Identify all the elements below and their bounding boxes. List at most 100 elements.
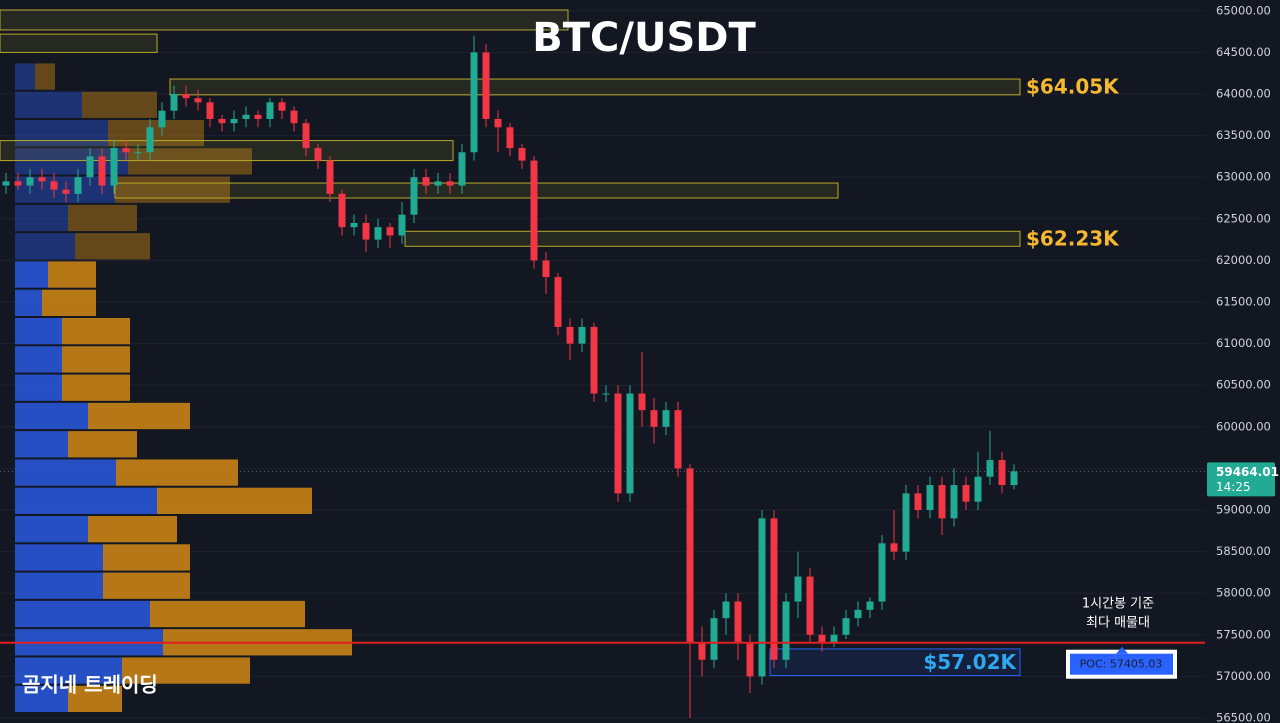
candle-body: [74, 177, 82, 194]
sell-volume-bar: [108, 119, 204, 147]
candle-body: [998, 460, 1006, 486]
buy-volume-bar: [15, 487, 157, 515]
last-price-time: 14:25: [1216, 480, 1251, 494]
buy-volume-bar: [15, 261, 48, 288]
candle-body: [434, 181, 442, 186]
sell-volume-bar: [62, 317, 130, 345]
candle-body: [458, 152, 466, 186]
y-tick-label: 58500.00: [1216, 544, 1271, 558]
buy-volume-bar: [15, 685, 68, 713]
y-tick-label: 65000.00: [1216, 3, 1271, 17]
buy-volume-bar: [15, 91, 82, 118]
buy-volume-bar: [15, 544, 103, 571]
candle-body: [686, 468, 694, 644]
candle-body: [26, 177, 34, 186]
candle-body: [362, 222, 370, 240]
candle-body: [422, 177, 430, 186]
sell-volume-bar: [88, 516, 177, 543]
candle-body: [710, 618, 718, 660]
buy-volume-bar: [15, 346, 62, 373]
y-tick-label: 61000.00: [1216, 336, 1271, 350]
candle-body: [86, 156, 94, 178]
buy-volume-bar: [15, 289, 42, 316]
y-tick-label: 61500.00: [1216, 295, 1271, 309]
sell-volume-bar: [62, 374, 130, 401]
buy-volume-bar: [15, 402, 88, 430]
zone-box: [114, 182, 839, 199]
sell-volume-bar: [122, 657, 250, 684]
sell-volume-bar: [68, 685, 122, 713]
candle-body: [554, 277, 562, 327]
candle-body: [314, 148, 322, 161]
poc-pointer: [1116, 646, 1128, 654]
chart-title: BTC/USDT: [532, 15, 756, 61]
candle-body: [542, 260, 550, 278]
y-tick-label: 57000.00: [1216, 669, 1271, 683]
zone-label: $57.02K: [923, 650, 1017, 674]
candle-body: [830, 634, 838, 644]
candle-body: [254, 114, 262, 119]
candle-body: [2, 181, 10, 186]
candle-body: [818, 634, 826, 644]
buy-volume-bar: [15, 204, 68, 232]
zone-box: [0, 140, 454, 162]
y-tick-label: 58000.00: [1216, 586, 1271, 600]
candle-body: [230, 118, 238, 124]
candle-body: [878, 543, 886, 602]
buy-volume-bar: [15, 600, 150, 628]
poc-label: POC: 57405.03: [1080, 658, 1163, 671]
candle-body: [530, 160, 538, 261]
sell-volume-bar: [128, 148, 252, 175]
candle-body: [494, 118, 502, 128]
y-tick-label: 56500.00: [1216, 711, 1271, 723]
candle-body: [914, 493, 922, 511]
candle-body: [506, 127, 514, 149]
candle-body: [842, 618, 850, 635]
candle-body: [722, 601, 730, 619]
y-tick-label: 63000.00: [1216, 170, 1271, 184]
sell-volume-bar: [62, 346, 130, 373]
candle-body: [902, 493, 910, 552]
candle-body: [158, 110, 166, 128]
candle-body: [782, 601, 790, 660]
sell-volume-bar: [68, 431, 137, 458]
candle-body: [746, 643, 754, 677]
annotation-line: 1시간봉 기준: [1082, 597, 1154, 612]
buy-volume-bar: [15, 63, 35, 90]
zone-label: $62.23K: [1026, 226, 1120, 250]
candle-body: [866, 601, 874, 610]
y-tick-label: 63500.00: [1216, 128, 1271, 142]
candle-body: [470, 52, 478, 153]
last-price-tag: [1207, 462, 1275, 497]
candle-body: [110, 148, 118, 186]
candle-body: [122, 148, 130, 153]
candle-body: [170, 94, 178, 111]
y-tick-label: 59000.00: [1216, 503, 1271, 517]
sell-volume-bar: [82, 91, 157, 118]
candle-body: [482, 52, 490, 119]
candle-body: [410, 177, 418, 215]
poc-tag: [1070, 653, 1173, 675]
candle-body: [338, 193, 346, 228]
candle-body: [206, 102, 214, 119]
buy-volume-bar: [15, 233, 75, 260]
candle-body: [446, 181, 454, 186]
sell-volume-bar: [103, 544, 190, 571]
candle-body: [518, 148, 526, 161]
sell-volume-bar: [75, 233, 150, 260]
candle-body: [986, 460, 994, 477]
sell-volume-bar: [68, 204, 137, 232]
candle-body: [182, 94, 190, 99]
candle-body: [266, 102, 274, 119]
buy-volume-bar: [15, 572, 103, 599]
zone-box: [769, 648, 1021, 677]
candle-body: [602, 393, 610, 395]
zone-box: [404, 230, 1021, 247]
candle-body: [134, 152, 142, 154]
y-tick-label: 62500.00: [1216, 211, 1271, 225]
candle-body: [890, 543, 898, 552]
candle-body: [218, 118, 226, 124]
candle-body: [806, 576, 814, 635]
buy-volume-bar: [15, 431, 68, 458]
